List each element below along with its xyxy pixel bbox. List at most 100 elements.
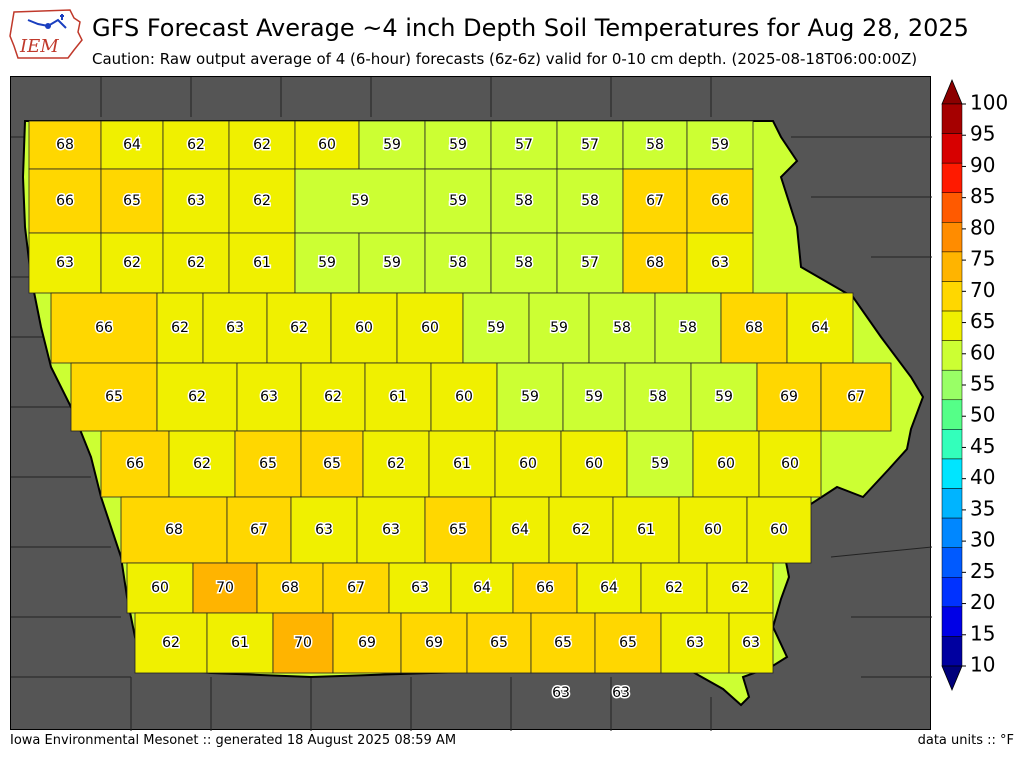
county-cell [388, 562, 452, 614]
county-cell [512, 562, 578, 614]
colorbar-tick-label: 80 [970, 215, 995, 239]
county-cell [322, 562, 390, 614]
colorbar-tick-label: 35 [970, 496, 995, 520]
county-cell [226, 496, 292, 564]
county-temperature-label: 60 [704, 522, 722, 538]
county-cell [490, 232, 558, 294]
county-temperature-label: 63 [382, 522, 400, 538]
map-title: GFS Forecast Average ~4 inch Depth Soil … [92, 14, 969, 42]
county-temperature-label: 58 [613, 320, 631, 336]
county-temperature-label: 67 [250, 522, 268, 538]
county-cell [746, 496, 812, 564]
county-cell [556, 120, 624, 170]
colorbar-tick-label: 95 [970, 122, 995, 146]
colorbar-swatch [941, 251, 963, 282]
county-temperature-label: 64 [511, 522, 529, 538]
county-temperature-label: 64 [811, 320, 829, 336]
county-temperature-label: 62 [731, 580, 749, 596]
county-temperature-label: 65 [449, 522, 467, 538]
county-temperature-label: 62 [123, 255, 141, 271]
county-temperature-label: 62 [387, 456, 405, 472]
colorbar-swatch [941, 340, 963, 371]
county-temperature-label: 65 [490, 635, 508, 651]
county-cell [70, 362, 158, 432]
county-cell [50, 292, 158, 364]
county-temperature-label: 68 [745, 320, 763, 336]
county-temperature-label: 62 [188, 389, 206, 405]
county-temperature-label: 66 [56, 193, 74, 209]
county-temperature-label: 62 [253, 137, 271, 153]
county-temperature-label: 67 [646, 193, 664, 209]
county-temperature-label: 63 [187, 193, 205, 209]
colorbar-swatch [941, 488, 963, 519]
county-temperature-label: 58 [515, 193, 533, 209]
county-temperature-labels: 68 64 62 62 60 59 59 57 57 58 59 66 65 63 62 59 59 58 58 67… [55, 136, 867, 703]
county-cell [228, 232, 296, 294]
colorbar-tick-label: 20 [970, 590, 995, 614]
colorbar-tick-label: 70 [970, 278, 995, 302]
county-temperature-label: 62 [193, 456, 211, 472]
colorbar-bottom-arrow [941, 665, 963, 692]
county-temperature-label: 62 [324, 389, 342, 405]
county-temperature-label: 64 [600, 580, 618, 596]
county-cell [168, 430, 236, 498]
colorbar-swatch [941, 103, 963, 134]
county-temperature-label: 65 [619, 635, 637, 651]
county-cell [490, 120, 558, 170]
county-temperature-label: 57 [515, 137, 533, 153]
county-temperature-label: 63 [411, 580, 429, 596]
colorbar-tick-label: 100 [970, 91, 1008, 115]
colorbar-tick-label: 75 [970, 247, 995, 271]
county-temperature-label: 64 [473, 580, 491, 596]
county-cell [686, 168, 754, 234]
county-temperature-label: 62 [665, 580, 683, 596]
county-cell [556, 168, 624, 234]
colorbar-swatch [941, 281, 963, 312]
county-temperature-label: 59 [449, 137, 467, 153]
county-cell [428, 430, 496, 498]
colorbar-swatch [941, 547, 963, 578]
county-cell [192, 562, 258, 614]
colorbar-swatch [941, 192, 963, 223]
county-temperature-label: 69 [425, 635, 443, 651]
county-temperature-label: 60 [421, 320, 439, 336]
colorbar-tick-label: 50 [970, 403, 995, 427]
county-cell [576, 562, 642, 614]
county-cell [678, 496, 748, 564]
colorbar-top-arrow [941, 78, 963, 105]
county-temperature-label: 63 [612, 685, 630, 701]
county-cell [162, 232, 230, 294]
county-temperature-label: 59 [585, 389, 603, 405]
county-temperature-label: 58 [449, 255, 467, 271]
county-temperature-label: 60 [781, 456, 799, 472]
colorbar-swatch [941, 577, 963, 608]
county-temperature-label: 59 [715, 389, 733, 405]
colorbar-tick-label: 90 [970, 153, 995, 177]
county-temperature-label: 62 [162, 635, 180, 651]
county-temperature-label: 69 [780, 389, 798, 405]
county-temperature-label: 66 [536, 580, 554, 596]
county-cell [692, 430, 760, 498]
county-cell [358, 120, 426, 170]
county-temperature-label: 70 [216, 580, 234, 596]
county-temperature-label: 62 [171, 320, 189, 336]
colorbar-swatches [941, 78, 963, 692]
county-temperature-label: 65 [105, 389, 123, 405]
county-cell [134, 612, 208, 674]
county-temperature-label: 63 [711, 255, 729, 271]
county-cell [300, 362, 366, 432]
colorbar-swatch [941, 606, 963, 637]
county-cell [228, 168, 296, 234]
county-cell [424, 496, 492, 564]
county-temperature-label: 58 [649, 389, 667, 405]
map-subtitle: Caution: Raw output average of 4 (6-hour… [92, 50, 918, 68]
county-cell [758, 430, 822, 498]
county-temperature-label: 60 [355, 320, 373, 336]
county-cell [556, 232, 624, 294]
county-temperature-label: 65 [259, 456, 277, 472]
colorbar-tick-label: 30 [970, 528, 995, 552]
county-cell [28, 168, 102, 234]
county-temperature-label: 63 [552, 685, 570, 701]
county-cell [162, 168, 230, 234]
county-temperature-label: 60 [519, 456, 537, 472]
